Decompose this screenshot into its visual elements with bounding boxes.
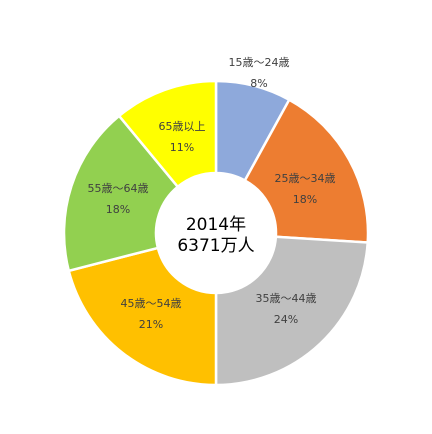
slice-5-value-label: 18%: [106, 203, 130, 216]
slice-6: [117, 79, 218, 189]
slice-4-value-label: 21%: [139, 318, 163, 331]
slice-1-value-label: 8%: [250, 77, 267, 90]
slice-2-category-label: 25歳～34歳: [275, 172, 336, 185]
center-label: 2014年 6371万人: [177, 215, 254, 256]
slice-3-value-label: 24%: [274, 313, 298, 326]
slice-6-value-label: 11%: [170, 141, 194, 154]
slice-5: [62, 114, 180, 273]
slice-4-category-label: 45歳～54歳: [121, 297, 182, 310]
slice-2-value-label: 18%: [293, 193, 317, 206]
slice-4: [67, 246, 218, 387]
slice-3-category-label: 35歳～44歳: [256, 292, 317, 305]
slice-5-category-label: 55歳～64歳: [88, 182, 149, 195]
center-year: 2014年: [186, 215, 246, 235]
labels-group: 15歳～24歳 8% 25歳～34歳 18% 35歳～44歳 24% 45歳～54歳 21% 5…: [88, 56, 336, 331]
slice-6-category-label: 65歳以上: [159, 120, 206, 133]
center-total: 6371万人: [177, 236, 254, 256]
slices-group: [62, 79, 370, 387]
slice-1-category-label: 15歳～24歳: [229, 56, 290, 69]
slice-3: [214, 235, 370, 387]
slice-2: [243, 98, 370, 244]
